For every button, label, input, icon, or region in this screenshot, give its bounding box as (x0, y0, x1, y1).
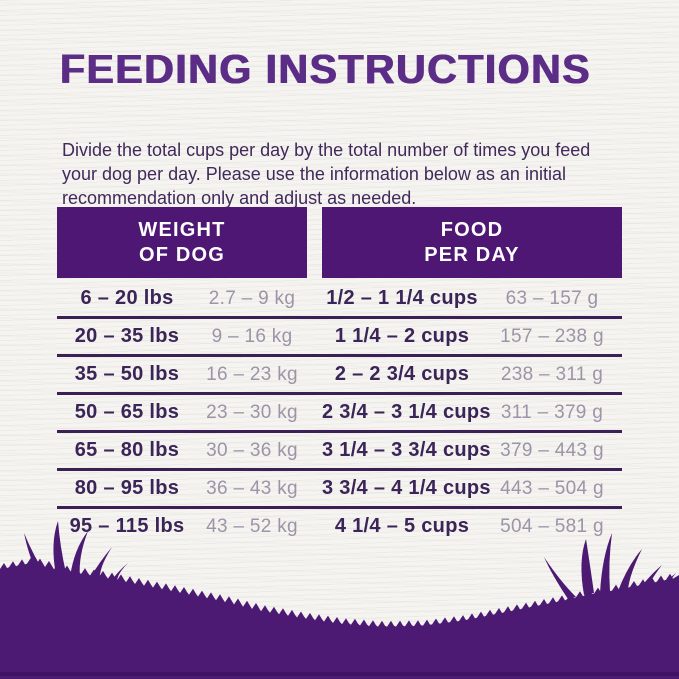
weight-lbs-cell: 80 – 95 lbs (74, 477, 180, 499)
weight-header-line1: WEIGHT (138, 218, 226, 241)
table-row: 6 – 20 lbs 2.7 – 9 kg 1/2 – 1 1/4 cups 63 –… (57, 281, 622, 319)
food-cups-cell: 1/2 – 1 1/4 cups (326, 287, 478, 309)
food-cups-cell: 2 3/4 – 3 1/4 cups (322, 401, 491, 423)
table-row: 65 – 80 lbs 30 – 36 kg 3 1/4 – 3 3/4 cups 3… (57, 433, 622, 471)
food-cups-cell: 3 1/4 – 3 3/4 cups (322, 439, 491, 461)
intro-text: Divide the total cups per day by the tot… (62, 140, 591, 208)
food-per-day-header: FOOD PER DAY (322, 207, 622, 278)
food-grams-cell: 311 – 379 g (500, 401, 604, 423)
table-header-row: WEIGHT OF DOG FOOD PER DAY (57, 207, 622, 278)
food-grams-cell: 443 – 504 g (500, 477, 604, 499)
table-row: 20 – 35 lbs 9 – 16 kg 1 1/4 – 2 cups 157 – … (57, 319, 622, 357)
food-cups-cell: 1 1/4 – 2 cups (334, 325, 470, 347)
weight-lbs-cell: 50 – 65 lbs (74, 401, 180, 423)
table-row: 95 – 115 lbs 43 – 52 kg 4 1/4 – 5 cups 504 … (57, 509, 622, 544)
food-grams-cell: 157 – 238 g (500, 325, 604, 347)
food-grams-cell: 504 – 581 g (500, 515, 604, 537)
table-body: 6 – 20 lbs 2.7 – 9 kg 1/2 – 1 1/4 cups 63 –… (57, 281, 622, 544)
weight-kg-cell: 9 – 16 kg (211, 325, 293, 347)
table-row: 50 – 65 lbs 23 – 30 kg 2 3/4 – 3 1/4 cups 3… (57, 395, 622, 433)
food-grams-cell: 379 – 443 g (500, 439, 604, 461)
food-header-line2: PER DAY (424, 243, 520, 266)
weight-lbs-cell: 35 – 50 lbs (74, 363, 180, 385)
weight-kg-cell: 23 – 30 kg (206, 401, 298, 423)
weight-kg-cell: 2.7 – 9 kg (208, 287, 296, 309)
feeding-table: WEIGHT OF DOG FOOD PER DAY 6 – 20 lbs 2.7… (57, 207, 622, 544)
weight-header-line2: OF DOG (138, 243, 226, 266)
food-header-line1: FOOD (440, 218, 504, 241)
weight-kg-cell: 43 – 52 kg (206, 515, 298, 537)
table-row: 35 – 50 lbs 16 – 23 kg 2 – 2 3/4 cups 238 –… (57, 357, 622, 395)
food-cups-cell: 2 – 2 3/4 cups (334, 363, 470, 385)
weight-lbs-cell: 6 – 20 lbs (80, 287, 174, 309)
weight-lbs-cell: 65 – 80 lbs (74, 439, 180, 461)
weight-of-dog-header: WEIGHT OF DOG (57, 207, 307, 278)
weight-kg-cell: 16 – 23 kg (206, 363, 298, 385)
grass-silhouette (0, 521, 679, 679)
food-grams-cell: 63 – 157 g (505, 287, 599, 309)
weight-kg-cell: 30 – 36 kg (206, 439, 298, 461)
weight-kg-cell: 36 – 43 kg (206, 477, 298, 499)
food-cups-cell: 4 1/4 – 5 cups (334, 515, 470, 537)
food-cups-cell: 3 3/4 – 4 1/4 cups (322, 477, 491, 499)
weight-lbs-cell: 95 – 115 lbs (69, 515, 185, 537)
weight-lbs-cell: 20 – 35 lbs (74, 325, 180, 347)
table-row: 80 – 95 lbs 36 – 43 kg 3 3/4 – 4 1/4 cups 4… (57, 471, 622, 509)
food-grams-cell: 238 – 311 g (500, 363, 604, 385)
page-title: FEEDING INSTRUCTIONS (60, 46, 592, 92)
